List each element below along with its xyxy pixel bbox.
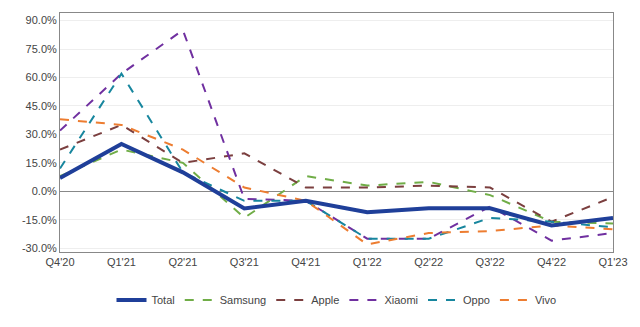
svg-text:Q3'21: Q3'21 bbox=[230, 256, 259, 268]
svg-text:Q1'22: Q1'22 bbox=[353, 256, 382, 268]
svg-text:-30.0%: -30.0% bbox=[22, 242, 57, 254]
svg-text:Xiaomi: Xiaomi bbox=[384, 294, 418, 306]
svg-text:Oppo: Oppo bbox=[463, 294, 490, 306]
svg-text:Samsung: Samsung bbox=[220, 294, 266, 306]
svg-text:90.0%: 90.0% bbox=[26, 14, 57, 26]
svg-text:Q4'20: Q4'20 bbox=[45, 256, 74, 268]
svg-text:75.0%: 75.0% bbox=[26, 43, 57, 55]
svg-text:Q4'21: Q4'21 bbox=[291, 256, 320, 268]
svg-text:Apple: Apple bbox=[311, 294, 339, 306]
svg-text:0.0%: 0.0% bbox=[32, 185, 57, 197]
svg-text:15.0%: 15.0% bbox=[26, 157, 57, 169]
svg-text:Q2'22: Q2'22 bbox=[414, 256, 443, 268]
svg-text:Q2'21: Q2'21 bbox=[168, 256, 197, 268]
svg-text:60.0%: 60.0% bbox=[26, 71, 57, 83]
svg-text:Q4'22: Q4'22 bbox=[537, 256, 566, 268]
svg-text:Q1'21: Q1'21 bbox=[107, 256, 136, 268]
svg-text:30.0%: 30.0% bbox=[26, 128, 57, 140]
svg-text:Total: Total bbox=[152, 294, 175, 306]
svg-text:Q1'23: Q1'23 bbox=[598, 256, 627, 268]
svg-text:Vivo: Vivo bbox=[535, 294, 556, 306]
svg-text:Q3'22: Q3'22 bbox=[476, 256, 505, 268]
svg-text:45.0%: 45.0% bbox=[26, 100, 57, 112]
svg-text:-15.0%: -15.0% bbox=[22, 214, 57, 226]
